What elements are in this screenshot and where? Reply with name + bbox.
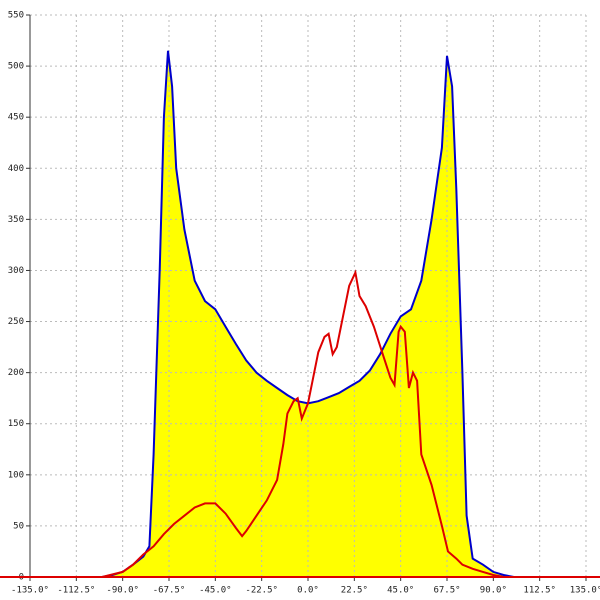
y-tick-label: 450: [8, 113, 24, 123]
x-tick-label: -22.5°: [245, 586, 278, 596]
y-tick-label: 400: [8, 164, 24, 174]
area: [102, 50, 514, 578]
line: [101, 269, 514, 578]
y-tick-label: 100: [8, 470, 24, 480]
y-tick-label: 300: [8, 266, 24, 276]
x-tick-label: 90.0°: [480, 586, 507, 596]
x-tick-label: 67.5°: [433, 586, 460, 596]
y-tick-label: 500: [8, 62, 24, 72]
x-tick-label: 0.0°: [297, 586, 319, 596]
x-tick-label: -90.0°: [106, 586, 139, 596]
x-tick-label: 45.0°: [387, 586, 414, 596]
x-tick-label: -45.0°: [199, 586, 232, 596]
y-tick-label: 550: [8, 11, 24, 21]
x-tick-label: -67.5°: [153, 586, 186, 596]
y-tick-label: 350: [8, 215, 24, 225]
x-tick-label: -135.0°: [11, 586, 49, 596]
line: [101, 50, 515, 578]
y-tick-label: 50: [13, 521, 24, 531]
y-tick-label: 200: [8, 368, 24, 378]
x-tick-label: 22.5°: [341, 586, 368, 596]
y-tick-label: 150: [8, 419, 24, 429]
x-tick-label: 135.0°: [570, 586, 600, 596]
y-tick-label: 250: [8, 317, 24, 327]
x-tick-label: -112.5°: [57, 586, 95, 596]
x-tick-label: 112.5°: [523, 586, 556, 596]
